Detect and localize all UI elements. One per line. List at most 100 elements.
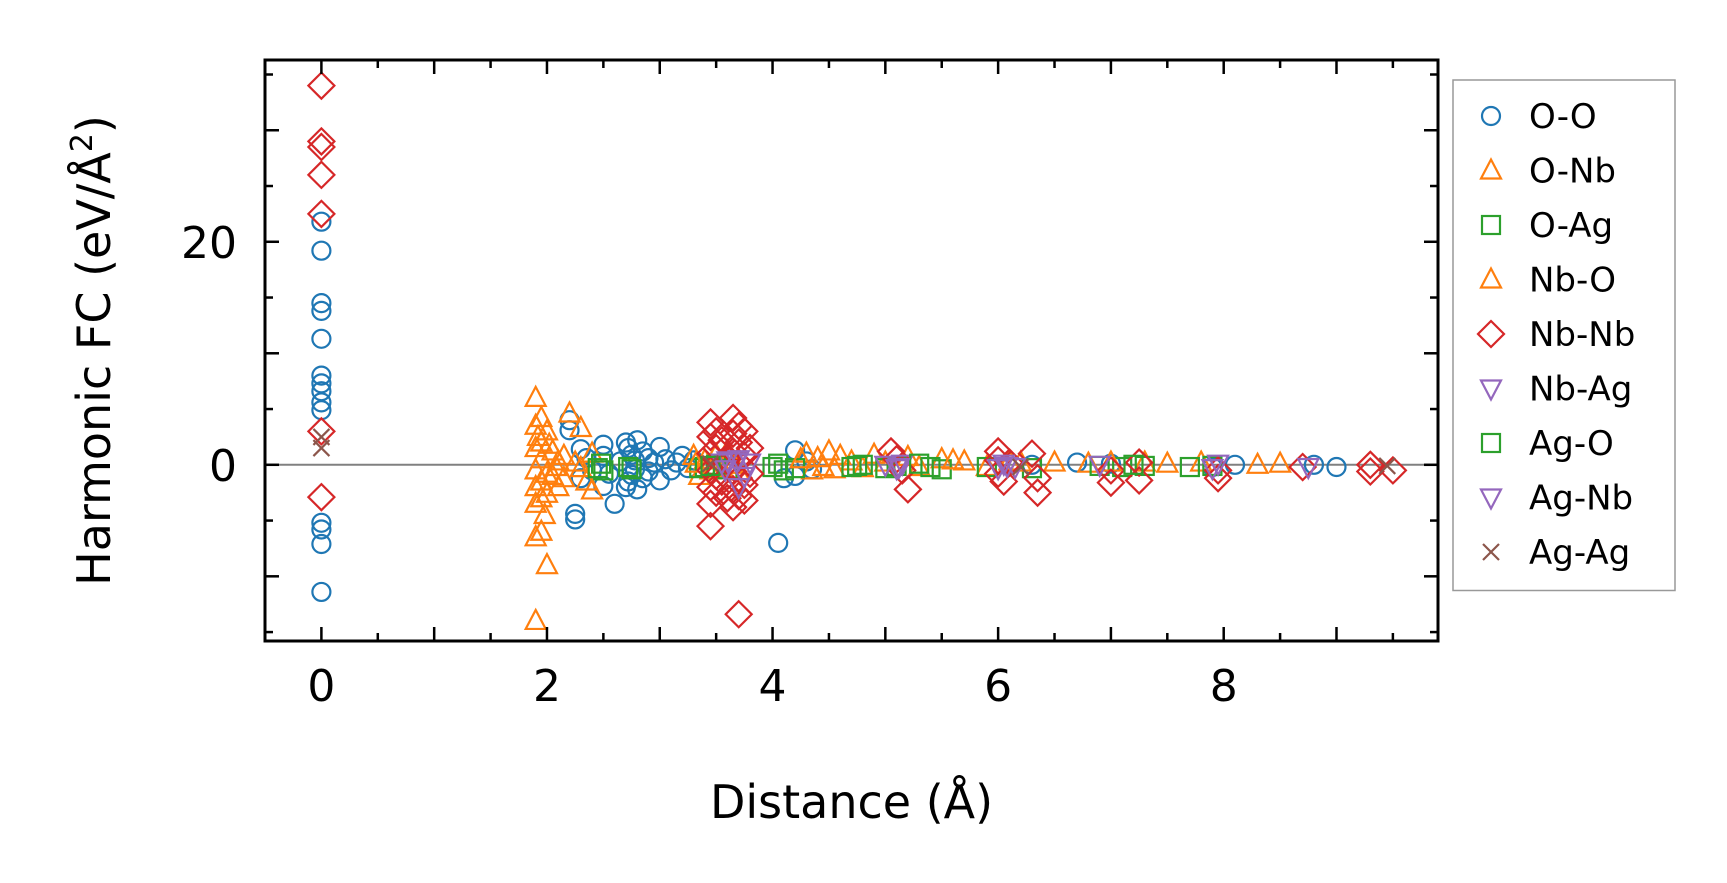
data-point bbox=[1355, 450, 1385, 480]
data-point bbox=[529, 518, 554, 541]
data-point bbox=[532, 501, 557, 525]
legend-item: Ag-Ag bbox=[1482, 533, 1630, 573]
data-point bbox=[1017, 439, 1047, 469]
data-point bbox=[311, 581, 332, 603]
data-point bbox=[523, 434, 548, 458]
x-axis-label: Distance (Å) bbox=[710, 775, 993, 829]
data-point bbox=[529, 484, 554, 508]
legend-marker bbox=[1480, 214, 1502, 236]
legend-label: O-Nb bbox=[1529, 152, 1616, 192]
data-point bbox=[593, 460, 614, 481]
data-point bbox=[1303, 454, 1325, 475]
data-point bbox=[1206, 454, 1230, 478]
data-point bbox=[311, 240, 332, 261]
data-point bbox=[907, 453, 931, 477]
data-point bbox=[893, 474, 923, 504]
data-point bbox=[794, 440, 819, 463]
data-point bbox=[311, 211, 332, 232]
legend-label: Ag-O bbox=[1529, 424, 1614, 464]
data-point bbox=[726, 478, 751, 501]
data-point bbox=[1124, 448, 1154, 478]
data-point bbox=[563, 449, 587, 472]
data-point bbox=[735, 459, 765, 489]
data-point bbox=[311, 392, 332, 413]
data-point bbox=[627, 430, 648, 451]
data-point bbox=[738, 453, 762, 476]
data-point bbox=[1134, 455, 1155, 477]
data-point bbox=[729, 470, 759, 500]
data-point bbox=[306, 71, 336, 101]
data-point bbox=[701, 454, 720, 473]
data-point bbox=[1096, 455, 1126, 485]
data-point bbox=[1011, 458, 1030, 476]
data-point bbox=[568, 414, 593, 438]
data-point bbox=[1200, 459, 1225, 482]
x-tick-label: 6 bbox=[984, 661, 1012, 712]
data-point bbox=[890, 454, 915, 478]
legend-item: Ag-Nb bbox=[1479, 479, 1633, 519]
data-point bbox=[1288, 452, 1318, 482]
data-point bbox=[568, 454, 593, 478]
data-point bbox=[535, 480, 559, 503]
data-point bbox=[523, 384, 548, 407]
legend-marker bbox=[1479, 488, 1503, 511]
data-point bbox=[718, 492, 748, 522]
data-point bbox=[1023, 478, 1053, 508]
data-point bbox=[523, 412, 548, 435]
plot-frame bbox=[263, 58, 1440, 643]
legend-marker bbox=[1482, 543, 1500, 561]
data-point bbox=[1378, 455, 1408, 485]
legend-item: Nb-Ag bbox=[1479, 370, 1632, 410]
data-point bbox=[311, 293, 332, 314]
legend-label: Nb-Ag bbox=[1529, 370, 1632, 410]
data-point bbox=[788, 445, 813, 469]
data-point bbox=[1296, 457, 1321, 481]
data-point bbox=[565, 509, 586, 530]
data-point bbox=[529, 404, 554, 428]
data-point bbox=[841, 456, 862, 478]
data-point bbox=[523, 523, 548, 547]
y-tick-label: 20 bbox=[181, 218, 237, 269]
data-point bbox=[306, 482, 336, 512]
legend: O-O O-Nb O-Ag Nb-O Nb-Nb Nb-Ag Ag-O Ag-Nb Ag-Ag bbox=[1452, 79, 1676, 592]
x-tick-label: 0 bbox=[307, 661, 335, 712]
data-point bbox=[700, 455, 721, 477]
data-point bbox=[1042, 449, 1067, 472]
y-tick-label: 0 bbox=[209, 441, 237, 492]
data-point bbox=[523, 607, 548, 631]
data-point bbox=[762, 456, 783, 478]
data-point bbox=[311, 365, 332, 386]
legend-marker bbox=[1479, 157, 1503, 180]
data-point bbox=[724, 599, 754, 629]
data-point bbox=[649, 436, 670, 458]
data-point bbox=[920, 456, 941, 478]
data-point bbox=[887, 457, 911, 481]
data-point bbox=[768, 532, 789, 553]
data-point bbox=[729, 485, 759, 516]
data-point bbox=[695, 489, 726, 519]
data-point bbox=[1203, 455, 1233, 485]
data-point bbox=[811, 453, 836, 477]
data-point bbox=[701, 416, 731, 446]
legend-item: O-Ag bbox=[1480, 206, 1613, 246]
x-tick-label: 2 bbox=[533, 661, 561, 712]
series-ag-o bbox=[591, 453, 1144, 478]
legend-marker bbox=[1476, 319, 1506, 349]
data-point bbox=[306, 160, 336, 190]
tick-labels: 0 2 4 6 8 0 20 bbox=[181, 218, 1238, 712]
series-ag-ag bbox=[312, 428, 1397, 476]
data-point bbox=[1245, 451, 1270, 474]
data-point bbox=[311, 300, 332, 322]
data-point bbox=[306, 416, 336, 446]
data-point bbox=[941, 446, 965, 470]
data-point bbox=[1202, 455, 1223, 477]
data-point bbox=[557, 400, 582, 423]
data-point bbox=[621, 459, 642, 480]
data-point bbox=[724, 452, 749, 475]
data-point bbox=[773, 460, 794, 481]
data-point bbox=[311, 533, 332, 555]
data-point bbox=[884, 459, 909, 482]
data-point bbox=[695, 511, 726, 541]
data-point bbox=[535, 551, 559, 575]
